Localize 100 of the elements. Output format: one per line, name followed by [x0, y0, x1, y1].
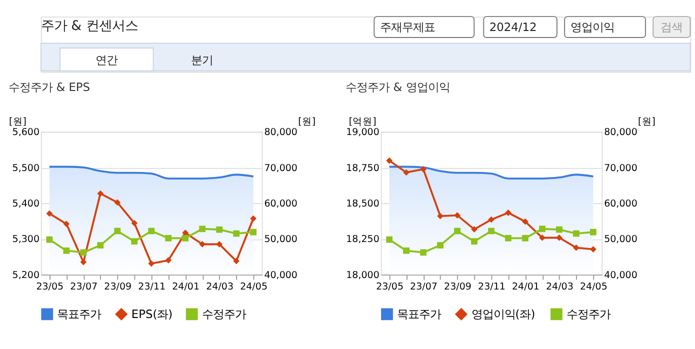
point	[420, 249, 426, 256]
text: 주가 & 컨센서스	[40, 18, 138, 34]
point	[97, 190, 104, 197]
y2-axis-title: [원]	[298, 116, 316, 128]
point	[182, 234, 189, 242]
point	[471, 238, 478, 245]
x-tick-label: 24/05	[240, 281, 268, 292]
point	[114, 228, 121, 234]
point	[505, 210, 512, 216]
x-tick-label: 24/01	[172, 281, 200, 292]
point	[403, 169, 410, 176]
point	[63, 247, 70, 254]
point	[148, 260, 155, 267]
legend-label: EPS(좌)	[131, 307, 173, 322]
y2-tick-label: 60,000	[604, 198, 638, 210]
y2-axis-title: [원]	[638, 116, 656, 128]
point	[80, 258, 87, 266]
point	[573, 244, 580, 251]
legend-label: 영업이익(좌)	[471, 307, 536, 322]
point	[590, 228, 596, 236]
point	[165, 257, 172, 264]
y-tick-label: 5,600	[12, 127, 40, 138]
point	[539, 226, 546, 232]
point	[216, 241, 223, 248]
y2-tick-label: 40,000	[264, 270, 298, 281]
point	[522, 234, 528, 242]
point	[199, 241, 206, 248]
point	[454, 228, 460, 234]
point	[420, 166, 426, 172]
point	[590, 246, 596, 252]
point	[386, 157, 393, 164]
x-tick-label: 23/09	[444, 281, 472, 292]
y-tick-label: 5,200	[12, 270, 40, 281]
point	[131, 220, 138, 226]
point	[556, 226, 562, 233]
point	[488, 228, 494, 234]
y2-tick-label: 50,000	[604, 234, 638, 246]
y2-tick-label: 60,000	[264, 198, 298, 210]
y-tick-label: 18,000	[346, 270, 380, 281]
text: 2024/12	[489, 20, 537, 34]
point	[539, 234, 546, 241]
x-tick-label: 23/07	[410, 281, 438, 292]
point	[250, 215, 257, 222]
point	[63, 220, 70, 228]
y2-tick-label: 40,000	[604, 270, 638, 281]
y-axis-title: [원]	[9, 116, 26, 128]
chart-title: 수정주가 & 영업이익	[346, 80, 450, 94]
x-tick-label: 24/03	[546, 281, 574, 292]
point	[114, 199, 121, 206]
point	[250, 228, 257, 236]
y-tick-label: 19,000	[346, 127, 380, 138]
point	[522, 218, 528, 225]
y-tick-label: 18,250	[346, 234, 380, 246]
text: 영업이익	[570, 20, 614, 34]
point	[199, 226, 206, 232]
point	[505, 234, 512, 242]
x-tick-label: 24/01	[512, 281, 540, 292]
point	[131, 238, 138, 245]
y-tick-label: 5,500	[12, 162, 40, 174]
x-tick-label: 23/07	[70, 281, 98, 292]
x-tick-label: 24/05	[580, 281, 608, 292]
y-tick-label: 5,400	[12, 198, 40, 210]
point	[165, 234, 172, 242]
point	[80, 249, 87, 256]
y2-tick-label: 50,000	[264, 234, 298, 246]
y2-tick-label: 70,000	[264, 162, 298, 174]
point	[437, 242, 444, 248]
y-tick-label: 18,500	[346, 198, 380, 210]
point	[471, 226, 478, 233]
text: 분기	[190, 53, 213, 68]
point	[454, 212, 460, 219]
point	[556, 234, 562, 241]
x-tick-label: 23/11	[478, 281, 506, 292]
y2-tick-label: 80,000	[264, 127, 298, 138]
legend-label: 수정주가	[202, 307, 246, 322]
text: 주재무제표	[380, 20, 435, 34]
x-tick-label: 23/09	[104, 281, 132, 292]
x-tick-label: 23/05	[36, 281, 64, 292]
x-tick-label: 23/11	[138, 281, 166, 292]
point	[97, 242, 104, 248]
legend-label: 목표주가	[397, 307, 442, 322]
legend-label: 목표주가	[57, 307, 102, 322]
point	[233, 230, 240, 237]
point	[403, 247, 410, 254]
chart-title: 수정주가 & EPS	[8, 80, 90, 94]
point	[216, 226, 223, 233]
x-tick-label: 23/05	[376, 281, 404, 292]
y2-tick-label: 80,000	[604, 127, 638, 138]
point	[573, 230, 580, 237]
y-axis-title: [억원]	[348, 116, 376, 128]
y2-tick-label: 70,000	[604, 162, 638, 174]
point	[233, 258, 240, 264]
text: 연간	[96, 53, 118, 68]
point	[148, 228, 155, 234]
legend-label: 수정주가	[566, 307, 610, 322]
point	[46, 236, 53, 243]
y-tick-label: 18,750	[346, 162, 380, 174]
y-tick-label: 5,300	[12, 234, 40, 246]
point	[437, 212, 444, 220]
point	[386, 236, 393, 243]
